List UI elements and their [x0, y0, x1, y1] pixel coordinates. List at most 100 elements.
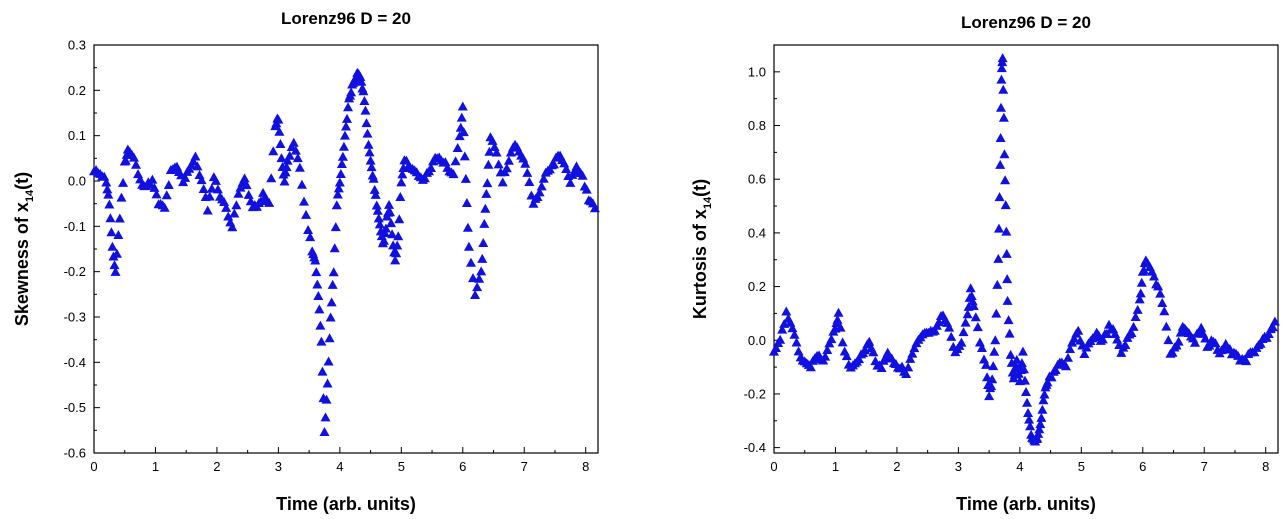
data-point — [1033, 428, 1044, 438]
data-point — [1001, 248, 1012, 258]
data-point — [1255, 338, 1266, 348]
data-point — [327, 279, 338, 289]
data-point — [292, 153, 303, 163]
data-point — [1267, 322, 1278, 332]
data-point — [1155, 288, 1166, 298]
data-point — [841, 351, 852, 361]
data-point — [196, 175, 207, 185]
data-point — [1050, 365, 1061, 375]
data-point — [1019, 375, 1030, 385]
data-point — [909, 343, 920, 353]
data-point — [336, 159, 347, 169]
data-point — [984, 391, 995, 401]
data-point — [120, 155, 131, 165]
y-tick-label: 0.8 — [748, 118, 766, 133]
data-point — [1079, 348, 1090, 358]
data-point — [1034, 424, 1045, 434]
data-point — [264, 197, 275, 207]
data-point — [1025, 421, 1036, 431]
data-point — [1126, 328, 1137, 338]
data-point — [331, 200, 342, 210]
data-point — [460, 173, 471, 183]
data-point — [147, 174, 158, 184]
data-point — [1157, 298, 1168, 308]
data-point — [370, 189, 381, 199]
data-point — [333, 183, 344, 193]
data-point — [970, 312, 981, 322]
y-tick-label: 0.0 — [748, 333, 766, 348]
data-point — [109, 260, 120, 270]
data-point — [520, 158, 531, 168]
data-point — [548, 159, 559, 169]
data-point — [325, 312, 336, 322]
data-point — [194, 170, 205, 180]
data-point — [320, 412, 331, 422]
data-point — [339, 130, 350, 140]
data-point — [341, 121, 351, 131]
x-tick-label: 3 — [955, 459, 962, 474]
y-tick-label: 1.0 — [748, 64, 766, 79]
data-point — [280, 167, 291, 177]
data-point — [233, 188, 244, 198]
data-point — [338, 141, 349, 151]
x-tick-label: 4 — [1016, 459, 1023, 474]
data-point — [468, 273, 479, 283]
data-point — [832, 314, 843, 324]
data-point — [1023, 407, 1034, 417]
data-point — [111, 248, 122, 258]
data-point — [972, 322, 983, 332]
data-point — [461, 198, 472, 208]
data-point — [163, 179, 174, 189]
data-point — [479, 218, 490, 228]
data-point — [116, 192, 127, 202]
data-point — [393, 231, 404, 241]
data-point — [282, 155, 293, 165]
data-point — [310, 255, 321, 265]
data-point — [524, 176, 535, 186]
data-point — [206, 183, 217, 193]
data-point — [1038, 395, 1049, 405]
data-point — [974, 337, 985, 347]
data-point — [536, 181, 547, 191]
data-point — [1016, 358, 1027, 368]
data-point — [212, 184, 223, 194]
data-point — [988, 361, 999, 371]
data-point — [366, 162, 377, 172]
data-point — [360, 105, 371, 115]
data-point — [1167, 347, 1178, 357]
x-tick-label: 7 — [521, 459, 528, 474]
data-point — [482, 178, 493, 188]
data-point — [1021, 386, 1031, 396]
data-point — [303, 224, 314, 234]
y-tick-label: -0.1 — [64, 219, 86, 234]
data-point — [221, 202, 232, 212]
data-point — [1159, 306, 1170, 316]
data-point — [395, 192, 406, 202]
data-point — [962, 309, 973, 319]
data-point — [480, 203, 491, 213]
data-point — [876, 362, 887, 372]
data-point — [386, 218, 397, 228]
data-point — [538, 173, 549, 183]
x-tick-label: 4 — [336, 459, 343, 474]
data-point — [311, 267, 322, 277]
data-point — [1035, 419, 1046, 429]
data-point — [1002, 295, 1013, 305]
data-point — [1241, 356, 1252, 366]
chart-title: Lorenz96 D = 20 — [281, 9, 411, 28]
data-points — [769, 53, 1280, 446]
y-axis-label: Skewness of x14(t) — [12, 172, 36, 326]
data-point — [235, 182, 246, 192]
y-tick-label: -0.4 — [64, 355, 86, 370]
data-point — [1135, 288, 1146, 298]
data-point — [1196, 322, 1207, 332]
data-point — [994, 192, 1005, 202]
data-point — [107, 241, 118, 251]
data-point — [1200, 333, 1211, 343]
data-point — [907, 348, 918, 358]
data-point — [470, 290, 481, 300]
data-point — [1073, 325, 1084, 335]
data-point — [294, 162, 305, 172]
data-point — [1032, 433, 1043, 443]
data-point — [532, 191, 543, 201]
